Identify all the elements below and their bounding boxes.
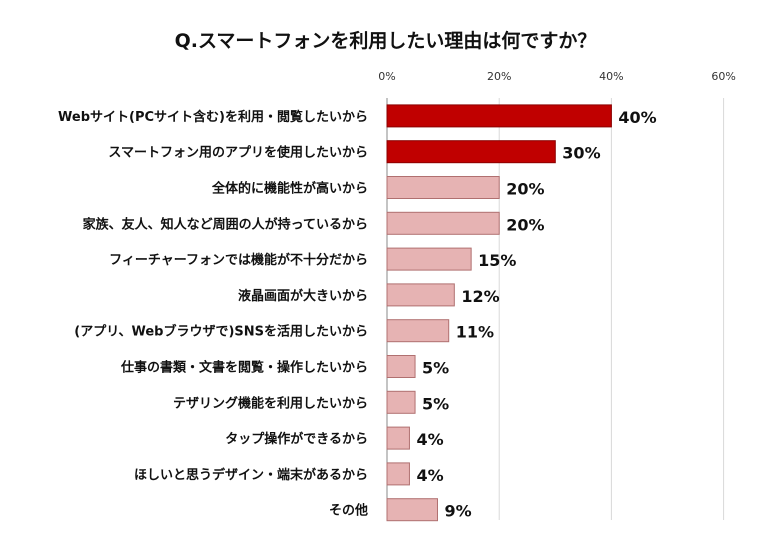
data-label: 20% [506,215,544,234]
data-label: 5% [422,394,449,413]
data-label: 20% [506,180,544,199]
bar [386,498,438,522]
category-label: ほしいと思うデザイン・端末があるから [134,467,368,483]
data-label: 12% [461,287,499,306]
category-label: スマートフォン用のアプリを使用したいから [108,145,368,161]
bar [386,247,472,271]
bar [386,176,500,199]
bar [386,426,410,450]
category-label: 仕事の書類・文書を閲覧・操作したいから [120,360,368,376]
bar [386,140,556,164]
bar [386,462,410,486]
category-label: 全体的に機能性が高いから [211,181,368,197]
bar [386,211,500,235]
data-label: 15% [478,251,516,270]
bar [386,104,612,128]
category-label: Webサイト(PCサイト含む)を利用・閲覧したいから [58,109,368,125]
category-label: タップ操作ができるから [225,431,368,447]
category-label: その他 [329,503,368,519]
bar [386,319,450,343]
chart-title: Q.スマートフォンを利用したい理由は何ですか？ [174,30,597,52]
category-label: (アプリ、Webブラウザで)SNSを活用したいから [74,324,368,340]
category-label: 液晶画面が大きいから [238,288,368,304]
category-label: フィーチャーフォンでは機能が不十分だから [109,252,368,268]
bar [386,283,455,307]
data-label: 5% [422,359,449,378]
data-label: 40% [618,108,656,127]
x-tick-label: 40% [599,70,623,83]
data-label: 9% [444,502,471,521]
x-tick-label: 0% [378,70,395,83]
data-label: 4% [416,430,443,449]
category-label: 家族、友人、知人など周囲の人が持っているから [83,216,368,232]
data-label: 4% [416,466,443,485]
data-label: 11% [456,323,494,342]
bar [386,390,416,414]
category-label: テザリング機能を利用したいから [173,395,368,411]
x-tick-label: 20% [487,70,511,83]
data-label: 30% [562,144,600,163]
bar [386,355,416,378]
x-tick-label: 60% [711,70,735,83]
